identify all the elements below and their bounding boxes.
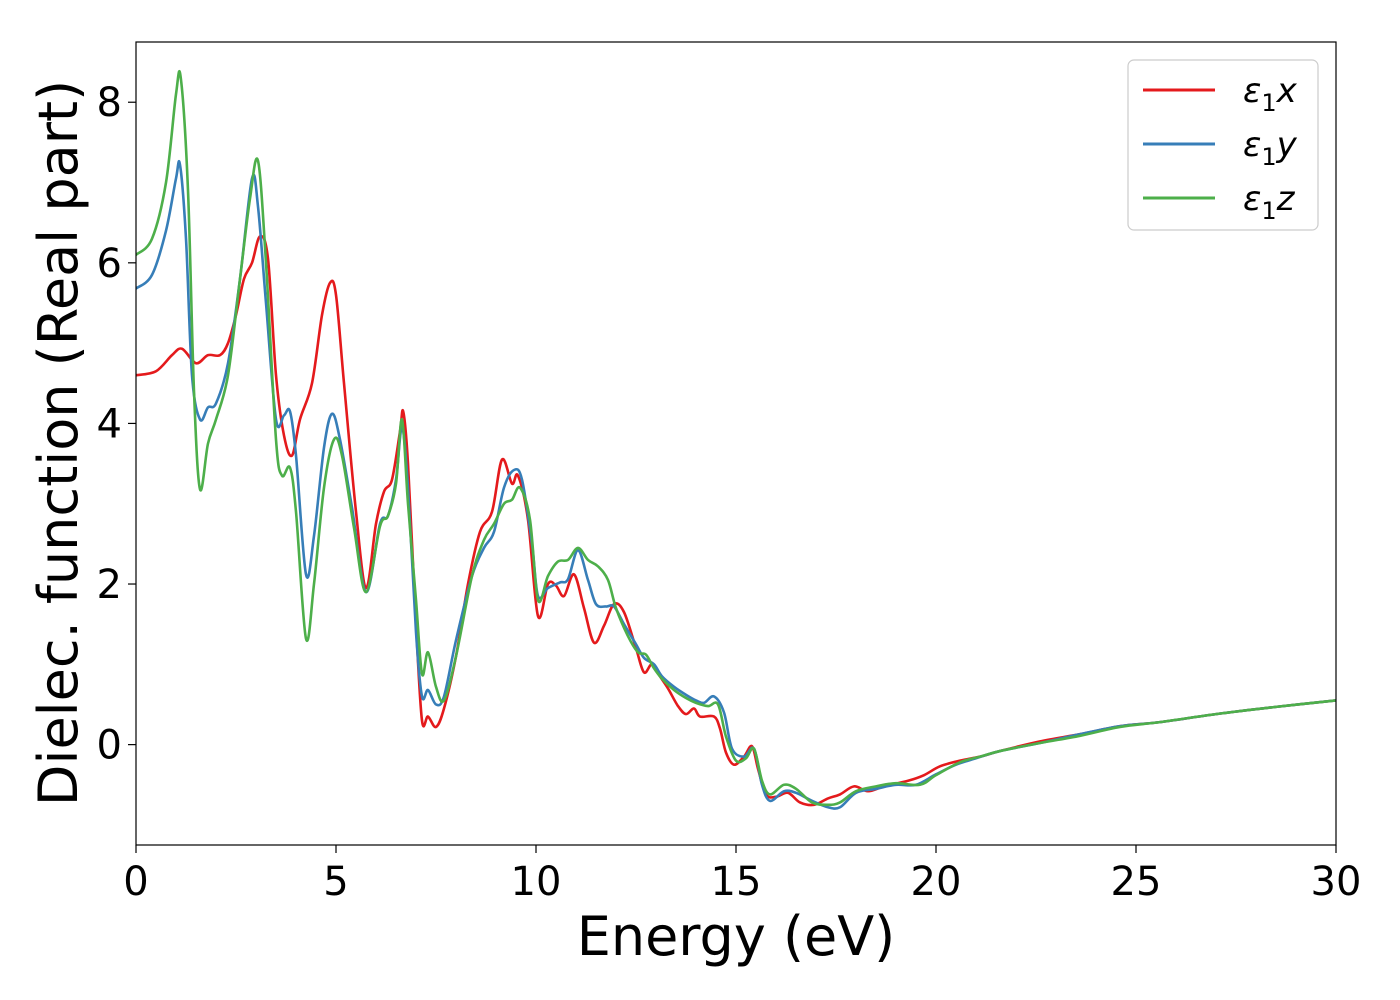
legend-box [1127, 59, 1319, 231]
x-axis: 0 5 10 15 20 25 30 [123, 845, 1361, 905]
x-tick-label: 10 [511, 859, 562, 905]
y-tick-label: 2 [97, 562, 122, 608]
y-axis: 0 2 4 6 8 [97, 80, 136, 769]
x-tick-label: 25 [1111, 859, 1162, 905]
legend-label-x: ε1x [1243, 71, 1298, 117]
y-axis-title: Dielec. function (Real part) [27, 80, 90, 806]
x-tick-label: 0 [123, 859, 148, 905]
x-tick-label: 30 [1311, 859, 1362, 905]
y-tick-label: 0 [97, 723, 122, 769]
x-axis-title: Energy (eV) [577, 905, 896, 968]
y-tick-label: 4 [97, 401, 122, 447]
y-tick-label: 6 [97, 241, 122, 287]
legend-label-y: ε1y [1243, 125, 1298, 171]
y-tick-label: 8 [97, 80, 122, 126]
series-line-x [136, 234, 1336, 807]
x-tick-label: 20 [911, 859, 962, 905]
x-tick-label: 15 [711, 859, 762, 905]
x-tick-label: 5 [323, 859, 348, 905]
legend-label-z: ε1z [1243, 179, 1296, 225]
series-layer [136, 70, 1336, 810]
legend: ε1x ε1y ε1z [1127, 59, 1319, 231]
series-line-z [136, 70, 1336, 807]
